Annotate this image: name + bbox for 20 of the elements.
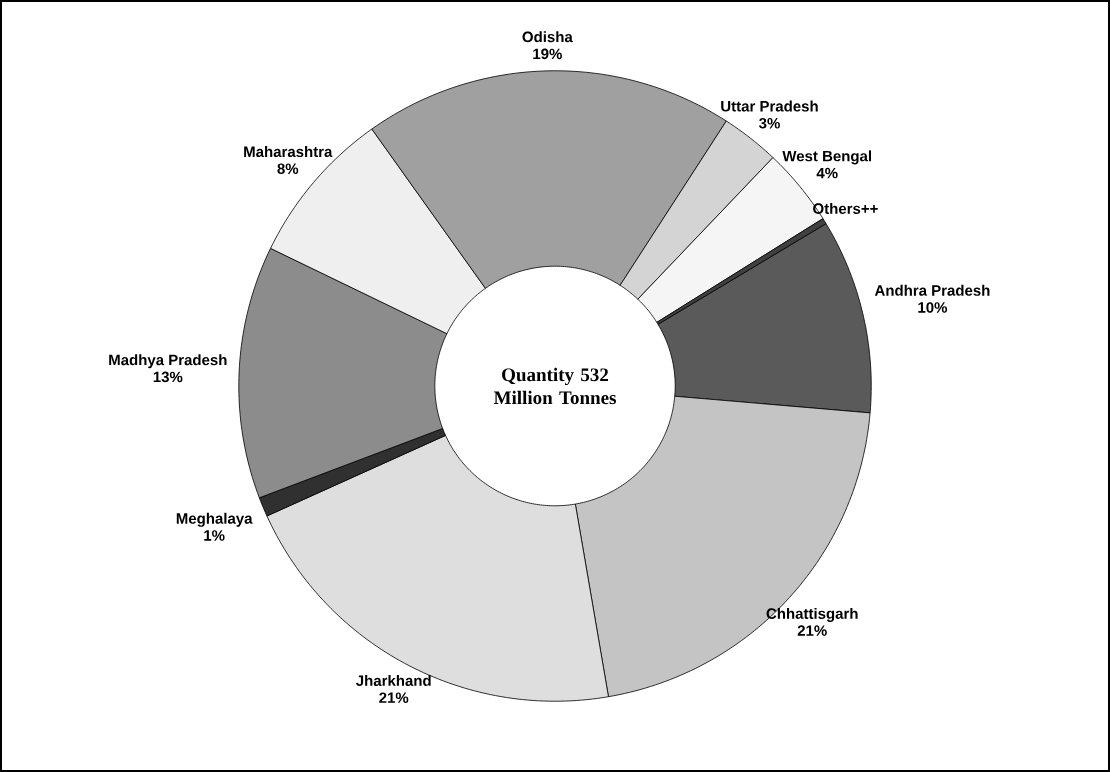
data-label: 21% xyxy=(797,625,827,636)
slice-label: Maharashtra xyxy=(244,146,333,158)
data-label: 3% xyxy=(759,117,780,129)
data-label: 1% xyxy=(204,530,225,541)
slice-label: Chhattisgarh xyxy=(766,607,858,622)
slice-label: Uttar Pradesh xyxy=(721,100,818,112)
data-label: 19% xyxy=(533,48,562,60)
slice-label: Odisha xyxy=(522,31,573,43)
text: Quantity 532 Million Tonnes xyxy=(493,367,616,405)
slice-label: West Bengal xyxy=(782,150,872,165)
slice-label: Andhra Pradesh xyxy=(874,284,990,296)
data-label: 10% xyxy=(918,302,948,313)
slice-label: Jharkhand xyxy=(356,675,431,687)
slice-label: Meghalaya xyxy=(176,512,253,527)
data-label: 8% xyxy=(277,163,299,175)
slice-label: Others++ xyxy=(813,202,878,214)
slice-label: Madhya Pradesh xyxy=(109,354,227,369)
data-label: 21% xyxy=(379,692,409,703)
data-label: 13% xyxy=(153,371,183,383)
data-label: 4% xyxy=(816,167,838,179)
